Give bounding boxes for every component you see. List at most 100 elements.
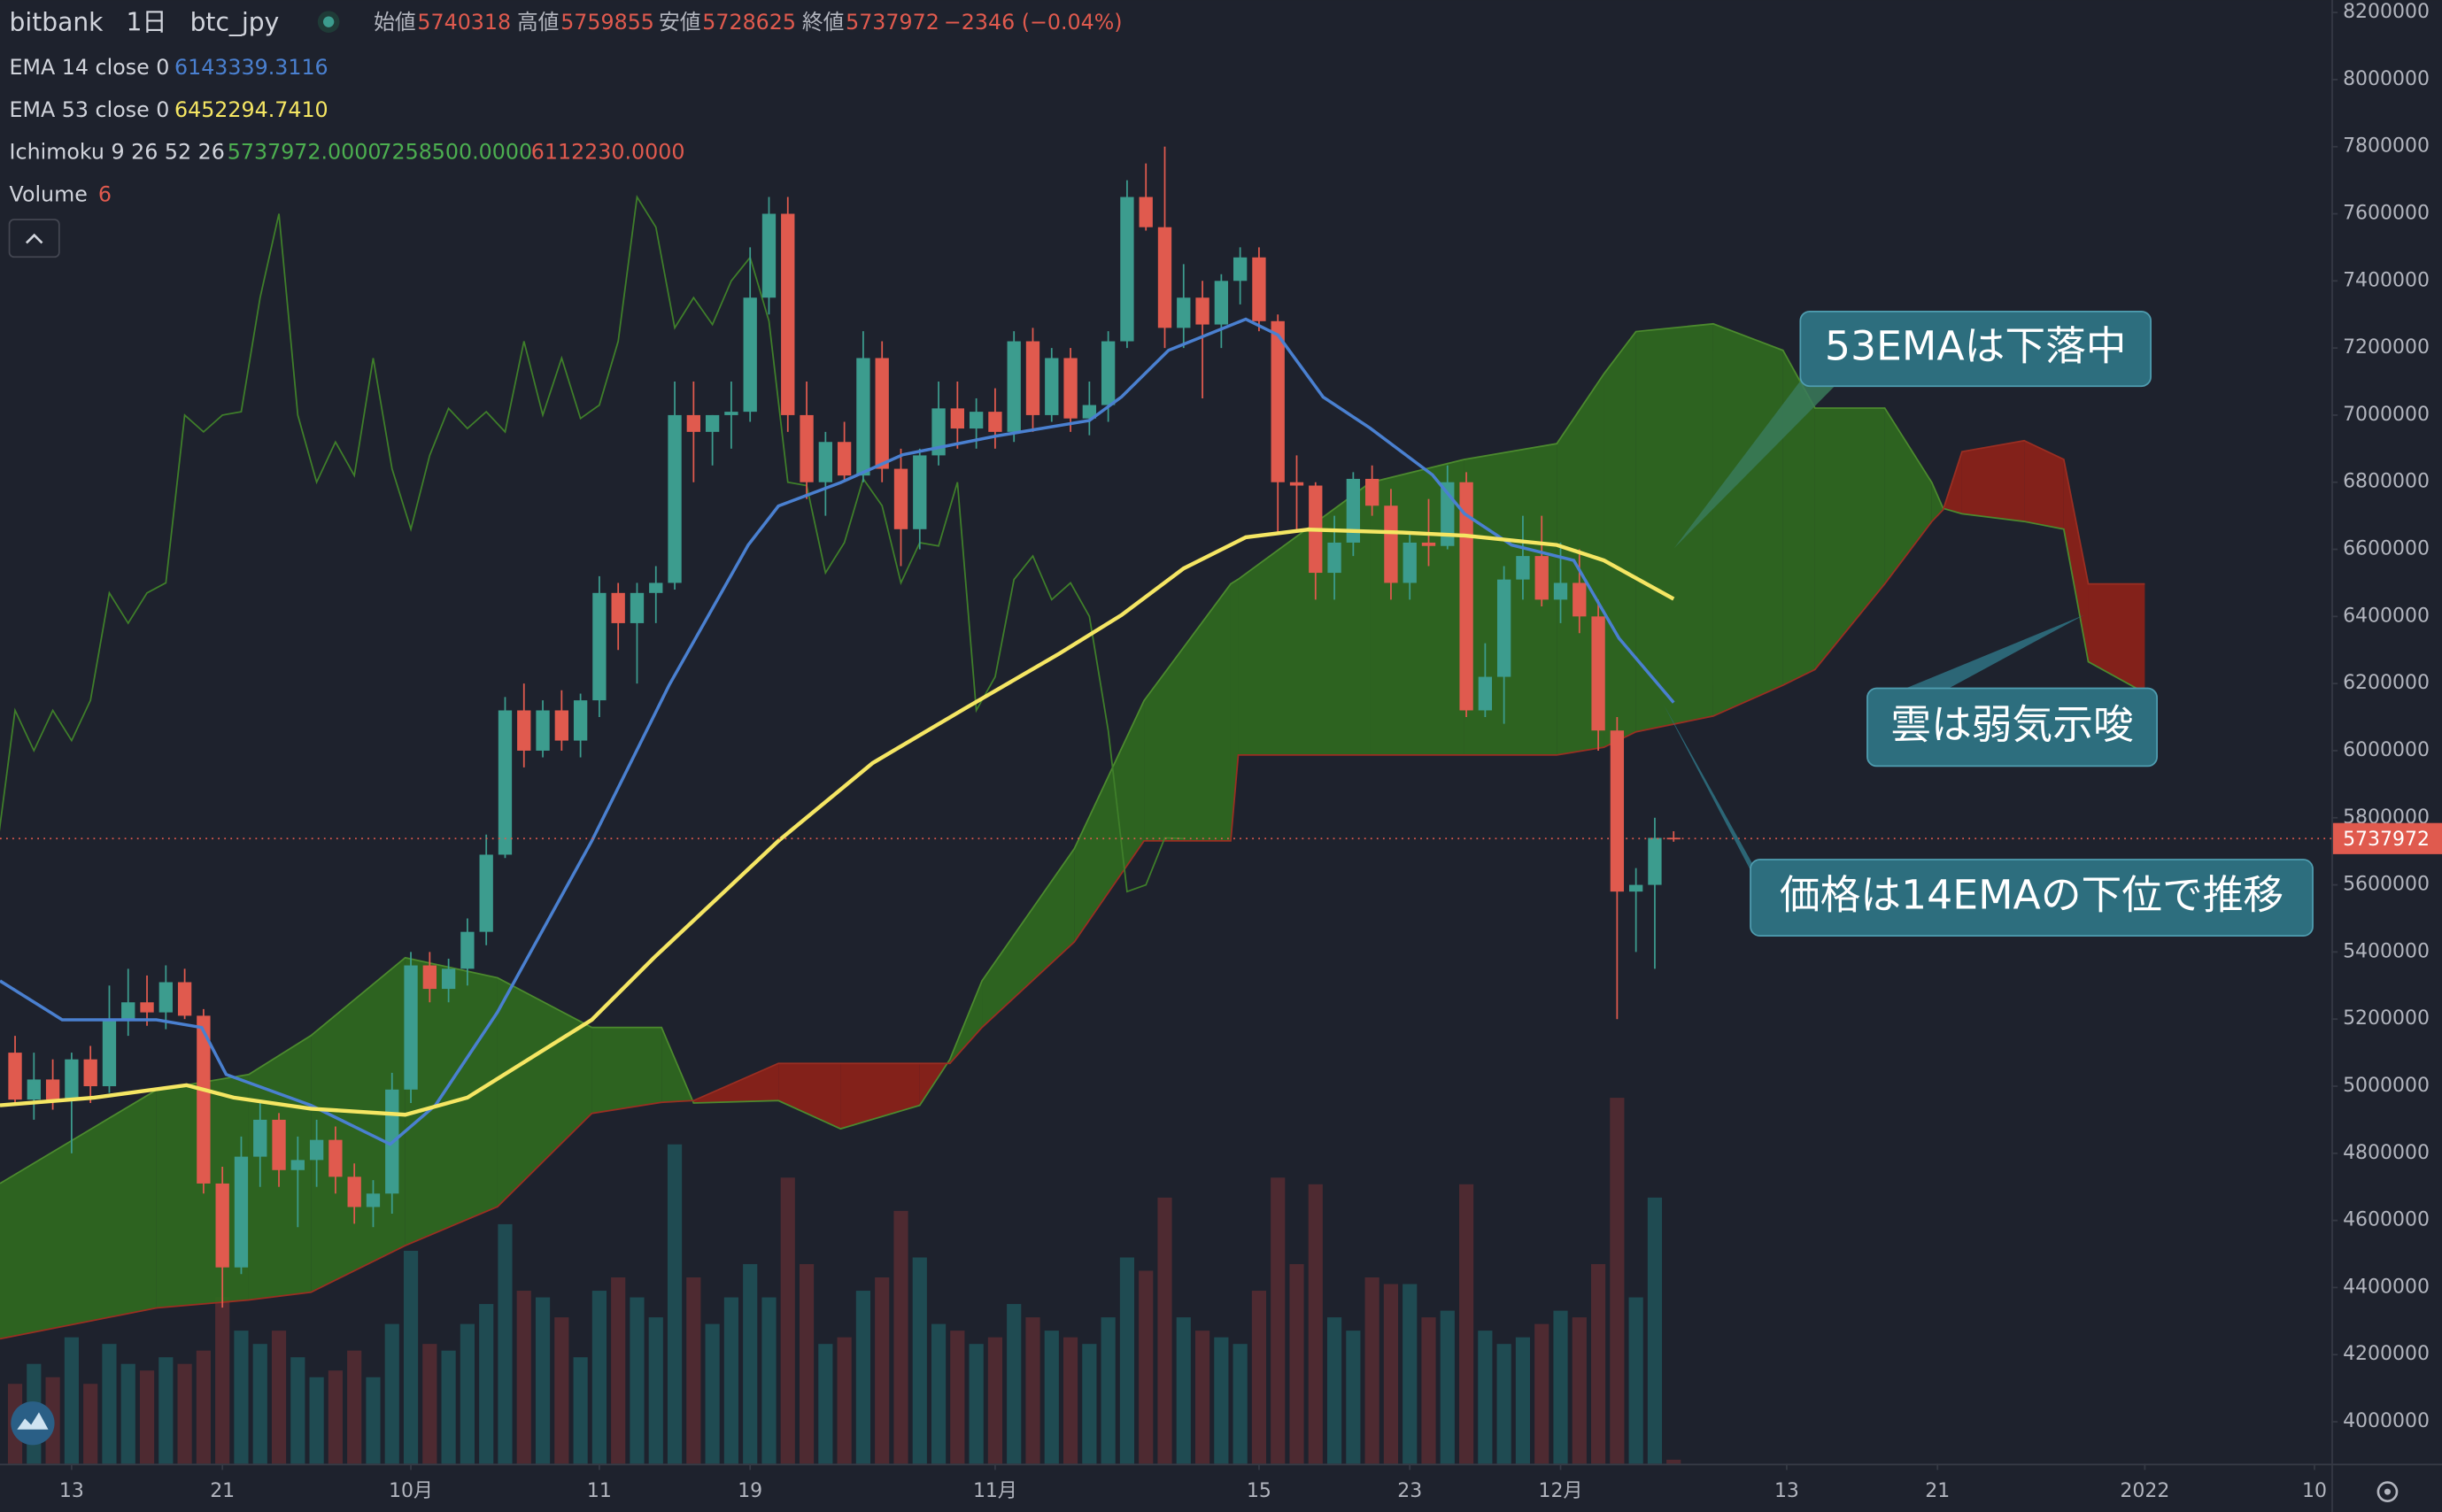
volume-bar	[855, 1291, 871, 1464]
volume-bar	[1326, 1317, 1342, 1464]
volume-bar	[1082, 1344, 1097, 1464]
volume-bar	[234, 1331, 249, 1464]
volume-bar	[1628, 1297, 1643, 1464]
ema-line	[0, 527, 1675, 1117]
price-pane	[0, 146, 2332, 1464]
annotation-text: 53EMAは下落中	[1825, 323, 2127, 370]
annotation: 雲は弱気示唆	[1866, 614, 2158, 768]
candle-body	[102, 1019, 117, 1087]
y-tick-label: 6600000	[2343, 538, 2430, 560]
candle-body	[404, 965, 418, 1090]
cloud-segment	[1782, 350, 1815, 686]
candle-body	[592, 592, 607, 701]
volume-bar	[479, 1304, 494, 1464]
candle-body	[686, 414, 700, 432]
candle-body	[668, 414, 682, 583]
collapse-button[interactable]	[8, 219, 60, 258]
volume-bar	[328, 1370, 343, 1464]
y-tick-label: 7400000	[2343, 269, 2430, 291]
annotation-box	[1866, 687, 2158, 768]
volume-bar	[1176, 1317, 1191, 1464]
cloud-segment	[1144, 583, 1231, 841]
candle-body	[65, 1059, 79, 1100]
y-tick-label: 7600000	[2343, 202, 2430, 224]
volume-bar	[1251, 1291, 1267, 1464]
candle-body	[234, 1156, 249, 1268]
candle-body	[1666, 837, 1681, 840]
volume-bar	[535, 1297, 551, 1464]
volume-bar	[969, 1344, 984, 1464]
candle-body	[931, 408, 946, 456]
volume-bar	[1044, 1331, 1059, 1464]
volume-bar	[1157, 1197, 1172, 1464]
volume-bar	[309, 1377, 324, 1464]
volume-bar	[1534, 1323, 1549, 1464]
cloud-segment	[1712, 323, 1783, 716]
candle-body	[1459, 482, 1473, 711]
cloud-span-line	[0, 322, 2145, 1184]
cloud-segment	[778, 1063, 841, 1130]
candle-body	[611, 592, 625, 623]
volume-bar	[573, 1357, 588, 1464]
collapse-button-frame[interactable]	[8, 219, 60, 258]
legend-title: Volume	[10, 181, 88, 206]
candle-body	[1364, 478, 1379, 506]
volume-bar	[1440, 1310, 1455, 1464]
settings-icon-center	[2384, 1488, 2391, 1495]
candle-body	[27, 1079, 41, 1100]
change-value: −2346 (−0.04%)	[944, 10, 1123, 35]
candle-body	[988, 412, 1002, 432]
candle-body	[1082, 405, 1097, 419]
volume-bar	[139, 1370, 155, 1464]
y-tick-label: 4400000	[2343, 1276, 2430, 1298]
volume-bar	[591, 1291, 607, 1464]
symbol: btc_jpy	[190, 7, 280, 36]
volume-bar	[102, 1344, 117, 1464]
x-tick-label: 13	[59, 1480, 84, 1502]
x-tick-label: 2022	[2120, 1480, 2169, 1502]
volume-bar	[818, 1344, 833, 1464]
candle-body	[761, 213, 777, 298]
candle-body	[875, 358, 889, 469]
volume-bar	[950, 1331, 965, 1464]
candle-body	[856, 358, 870, 476]
candle-body	[1120, 197, 1134, 342]
x-tick-label: 21	[1925, 1480, 1950, 1502]
open-value: 5740318	[417, 10, 511, 35]
volume-bar	[875, 1277, 890, 1464]
y-tick-label: 6000000	[2343, 739, 2430, 761]
volume-bar	[158, 1357, 174, 1464]
volume-bar	[1572, 1317, 1587, 1464]
annotation-pointer	[1663, 704, 1766, 900]
volume-bar	[196, 1350, 211, 1464]
candle-body	[1045, 358, 1059, 415]
low-label: 安値	[659, 10, 700, 35]
settings-button[interactable]	[2376, 1481, 2399, 1502]
candle-body	[1384, 505, 1398, 583]
legend-title: Ichimoku 9 26 52 26	[10, 140, 225, 165]
candle-body	[554, 710, 568, 741]
volume-bar	[290, 1357, 305, 1464]
lagging-span	[0, 194, 1184, 893]
y-tick-label: 6200000	[2343, 672, 2430, 694]
volume-bar	[120, 1363, 135, 1464]
cloud-segment	[1884, 407, 1932, 584]
close-label: 終値	[802, 10, 844, 35]
candle-body	[1516, 556, 1530, 580]
candle-body	[460, 931, 475, 969]
candle-body	[1591, 616, 1605, 731]
volume-bar	[1346, 1331, 1361, 1464]
x-tick-label: 10	[2302, 1480, 2327, 1502]
settings-icon[interactable]	[2376, 1481, 2399, 1502]
legend-title: EMA 14 close 0	[10, 55, 170, 80]
candle-body	[1007, 341, 1021, 432]
volume-bar	[1025, 1317, 1040, 1464]
annotation-box	[1750, 859, 2314, 937]
y-tick-label: 8000000	[2343, 68, 2430, 90]
logo[interactable]	[11, 1401, 55, 1446]
candle-body	[1553, 582, 1568, 600]
volume-bar	[1610, 1098, 1625, 1464]
candle-body	[517, 710, 531, 751]
volume-bar	[64, 1337, 79, 1464]
